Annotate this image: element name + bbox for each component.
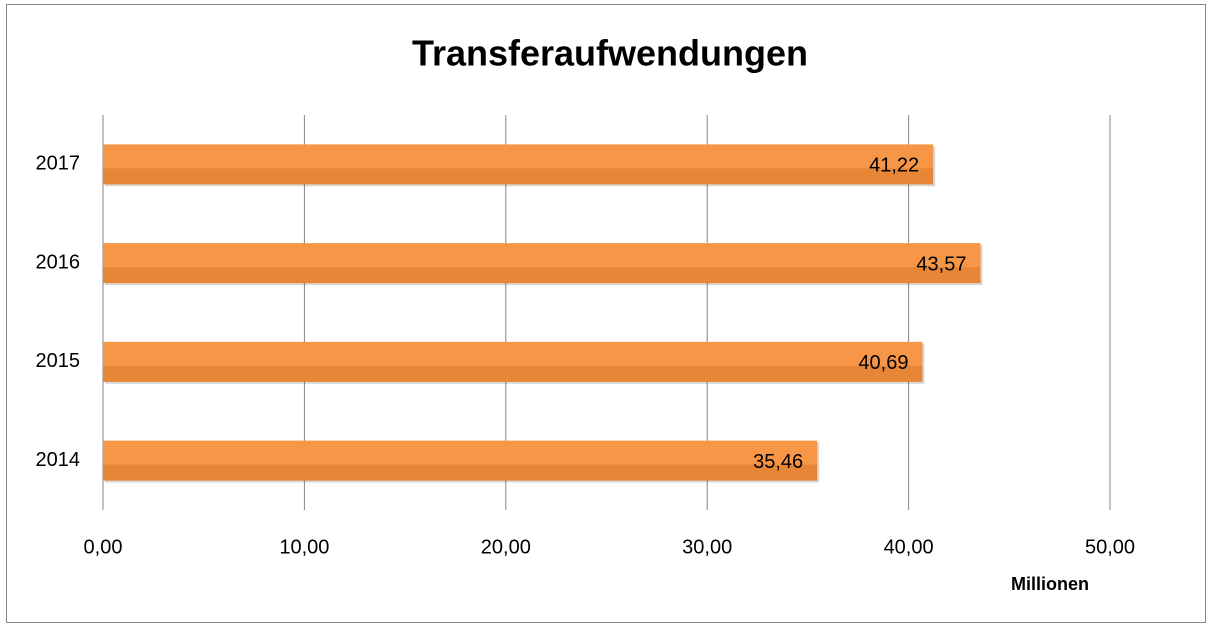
x-axis-label: Millionen [1011, 574, 1089, 594]
bar [103, 440, 818, 481]
y-tick-label: 2015 [36, 350, 81, 372]
value-label: 43,57 [916, 253, 966, 275]
y-tick-label: 2017 [36, 153, 81, 175]
bar-shade [103, 464, 818, 481]
value-label: 40,69 [858, 352, 908, 374]
bar [103, 144, 934, 185]
bar [103, 243, 981, 284]
bar [103, 341, 923, 382]
bar-shade [103, 365, 923, 382]
value-label: 41,22 [869, 155, 919, 177]
x-tick-label: 0,00 [84, 536, 123, 558]
chart-border [6, 4, 1206, 623]
x-tick-label: 40,00 [884, 536, 934, 558]
y-tick-label: 2016 [36, 251, 81, 273]
y-tick-label: 2014 [36, 449, 81, 471]
x-tick-label: 30,00 [682, 536, 732, 558]
x-tick-label: 10,00 [279, 536, 329, 558]
x-tick-label: 20,00 [481, 536, 531, 558]
chart-title: Transferaufwendungen [412, 33, 808, 74]
bar-shade [103, 168, 934, 185]
value-label: 35,46 [753, 451, 803, 473]
bar-shade [103, 267, 981, 284]
x-tick-label: 50,00 [1085, 536, 1135, 558]
